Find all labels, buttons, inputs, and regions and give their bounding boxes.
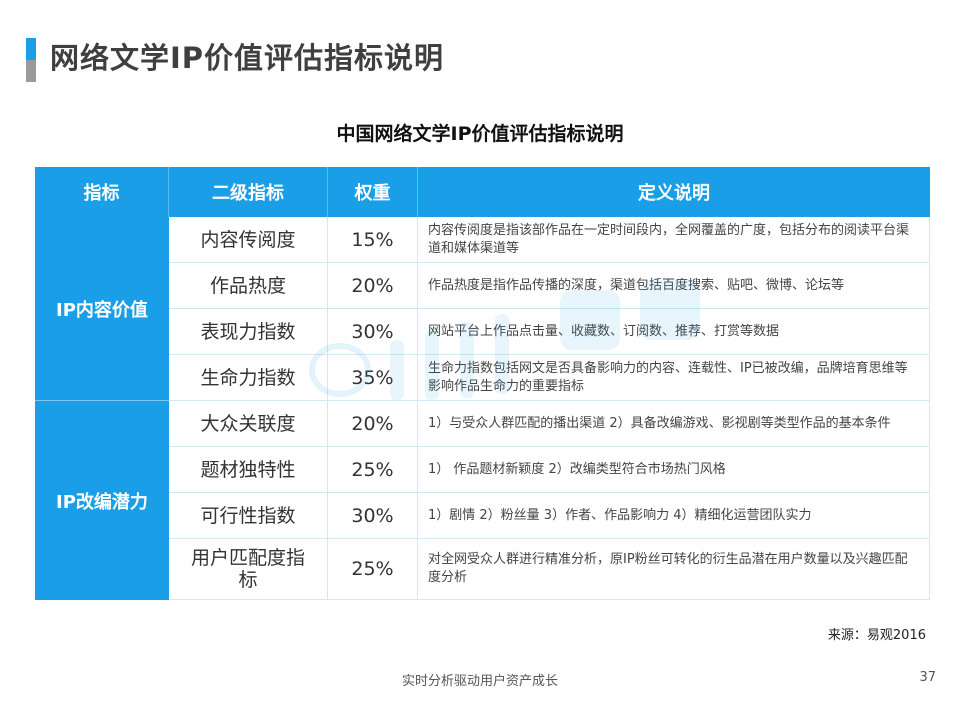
footer-slogan: 实时分析驱动用户资产成长 <box>401 674 558 689</box>
row-name: 题材独特性 <box>169 447 328 493</box>
row-definition: 对全网受众人群进行精准分析，原IP粉丝可转化的衍生品潜在用户数量以及兴趣匹配度分… <box>418 539 930 600</box>
row-name: 内容传阅度 <box>169 217 328 263</box>
row-name: 用户匹配度指标 <box>169 539 328 600</box>
page-number: 37 <box>919 670 936 685</box>
row-name: 作品热度 <box>169 263 328 309</box>
header-indicator: 指标 <box>35 167 169 217</box>
indicator-table: 指标 二级指标 权重 定义说明 IP内容价值 IP改编潜力 内容传阅度 15% … <box>35 167 930 600</box>
row-name: 生命力指数 <box>169 355 328 401</box>
category-ip-content-value: IP内容价值 <box>35 217 169 401</box>
row-definition: 作品热度是指作品传播的深度，渠道包括百度搜索、贴吧、微博、论坛等 <box>418 263 930 309</box>
row-definition: 生命力指数包括网文是否具备影响力的内容、连载性、IP已被改编，品牌培育思维等影响… <box>418 355 930 401</box>
row-definition: 内容传阅度是指该部作品在一定时间段内，全网覆盖的广度，包括分布的阅读平台渠道和媒… <box>418 217 930 263</box>
title-accent-blue <box>26 38 36 60</box>
row-weight: 35% <box>328 355 418 401</box>
row-weight: 30% <box>328 309 418 355</box>
row-definition: 1） 作品题材新颖度 2）改编类型符合市场热门风格 <box>418 447 930 493</box>
row-weight: 20% <box>328 401 418 447</box>
title-accent-grey <box>26 60 36 82</box>
source-note: 来源：易观2016 <box>827 628 926 643</box>
page-title: 网络文学IP价值评估指标说明 <box>50 41 445 75</box>
header-definition: 定义说明 <box>418 167 930 217</box>
row-weight: 25% <box>328 447 418 493</box>
row-definition: 1）与受众人群匹配的播出渠道 2）具备改编游戏、影视剧等类型作品的基本条件 <box>418 401 930 447</box>
row-name: 表现力指数 <box>169 309 328 355</box>
row-weight: 30% <box>328 493 418 539</box>
table-title: 中国网络文学IP价值评估指标说明 <box>336 123 624 145</box>
row-name: 大众关联度 <box>169 401 328 447</box>
title-accent-bar <box>26 38 36 82</box>
category-ip-adaptation-potential: IP改编潜力 <box>35 401 169 600</box>
row-definition: 网站平台上作品点击量、收藏数、订阅数、推荐、打赏等数据 <box>418 309 930 355</box>
row-name: 可行性指数 <box>169 493 328 539</box>
header-sub-indicator: 二级指标 <box>169 167 328 217</box>
row-weight: 20% <box>328 263 418 309</box>
header-weight: 权重 <box>328 167 418 217</box>
row-definition: 1）剧情 2）粉丝量 3）作者、作品影响力 4）精细化运营团队实力 <box>418 493 930 539</box>
row-weight: 25% <box>328 539 418 600</box>
row-weight: 15% <box>328 217 418 263</box>
